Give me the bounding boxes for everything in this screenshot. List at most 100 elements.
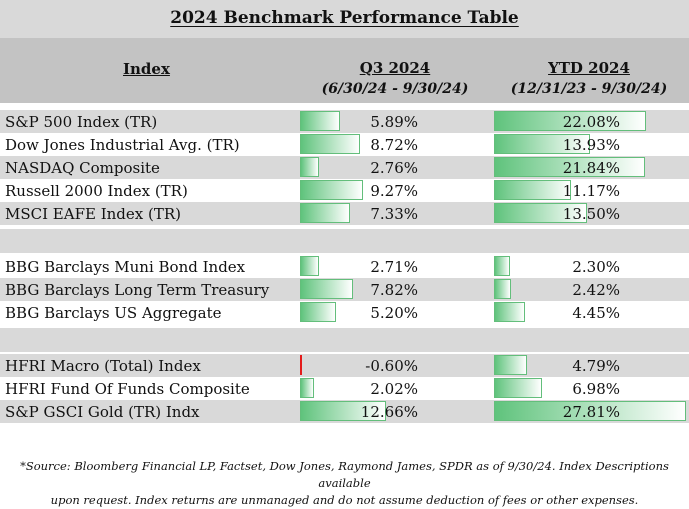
q3-value: 2.71%	[370, 258, 418, 276]
ytd-value: 21.84%	[562, 159, 620, 177]
footnote: *Source: Bloomberg Financial LP, Factset…	[0, 458, 689, 509]
q3-value: 2.76%	[370, 159, 418, 177]
table-row: HFRI Macro (Total) Index -0.60% 4.79%	[0, 354, 689, 377]
ytd-data-bar	[494, 134, 591, 154]
q3-cell: 2.76%	[300, 156, 490, 179]
index-name: MSCI EAFE Index (TR)	[5, 205, 182, 223]
header-ytd-period: (12/31/23 - 9/30/24)	[510, 81, 668, 97]
header-index: Index	[123, 60, 170, 78]
ytd-value: 4.79%	[572, 357, 620, 375]
ytd-cell: 22.08%	[494, 110, 686, 133]
index-name: Dow Jones Industrial Avg. (TR)	[5, 136, 240, 154]
ytd-value: 2.30%	[572, 258, 620, 276]
ytd-data-bar	[494, 157, 645, 177]
q3-cell: 2.71%	[300, 255, 490, 278]
table-row: S&P 500 Index (TR) 5.89% 22.08%	[0, 110, 689, 133]
q3-value: 2.02%	[370, 380, 418, 398]
ytd-value: 4.45%	[572, 304, 620, 322]
ytd-cell: 6.98%	[494, 377, 686, 400]
q3-value: 12.66%	[360, 403, 418, 421]
ytd-cell: 21.84%	[494, 156, 686, 179]
ytd-cell: 2.30%	[494, 255, 686, 278]
ytd-value: 11.17%	[562, 182, 620, 200]
ytd-data-bar	[494, 111, 647, 131]
q3-cell: 8.72%	[300, 133, 490, 156]
q3-data-bar	[300, 111, 341, 131]
ytd-value: 13.50%	[562, 205, 620, 223]
index-name: HFRI Fund Of Funds Composite	[5, 380, 250, 398]
q3-value: 7.82%	[370, 281, 418, 299]
title-row: 2024 Benchmark Performance Table	[0, 0, 689, 38]
header-ytd: YTD 2024	[548, 59, 630, 77]
page-title: 2024 Benchmark Performance Table	[170, 8, 519, 28]
q3-data-bar	[300, 256, 319, 276]
ytd-data-bar	[494, 203, 588, 223]
q3-data-bar	[300, 180, 364, 200]
q3-value: 9.27%	[370, 182, 418, 200]
q3-data-bar	[300, 378, 314, 398]
q3-value: 5.20%	[370, 304, 418, 322]
q3-cell: 5.20%	[300, 301, 490, 324]
q3-data-bar	[300, 203, 351, 223]
ytd-value: 2.42%	[572, 281, 620, 299]
ytd-data-bar	[494, 279, 511, 299]
footnote-line-2: upon request. Index returns are unmanage…	[50, 493, 639, 507]
q3-cell: -0.60%	[300, 354, 490, 377]
ytd-data-bar	[494, 180, 572, 200]
ytd-cell: 11.17%	[494, 179, 686, 202]
header-q3-period: (6/30/24 - 9/30/24)	[321, 81, 469, 97]
q3-cell: 7.82%	[300, 278, 490, 301]
q3-cell: 5.89%	[300, 110, 490, 133]
q3-cell: 12.66%	[300, 400, 490, 423]
q3-value: 5.89%	[370, 113, 418, 131]
table-row: S&P GSCI Gold (TR) Indx 12.66% 27.81%	[0, 400, 689, 423]
ytd-cell: 27.81%	[494, 400, 686, 423]
ytd-value: 6.98%	[572, 380, 620, 398]
q3-value: 7.33%	[370, 205, 418, 223]
index-name: BBG Barclays Muni Bond Index	[5, 258, 246, 276]
ytd-cell: 4.79%	[494, 354, 686, 377]
q3-data-bar	[300, 302, 336, 322]
table-row: BBG Barclays US Aggregate 5.20% 4.45%	[0, 301, 689, 324]
q3-data-bar	[300, 279, 354, 299]
q3-data-bar	[300, 157, 319, 177]
ytd-cell: 13.50%	[494, 202, 686, 225]
index-name: S&P 500 Index (TR)	[5, 113, 158, 131]
q3-cell: 7.33%	[300, 202, 490, 225]
q3-data-bar	[300, 134, 360, 154]
ytd-data-bar	[494, 302, 525, 322]
index-name: BBG Barclays US Aggregate	[5, 304, 222, 322]
table-row: NASDAQ Composite 2.76% 21.84%	[0, 156, 689, 179]
ytd-data-bar	[494, 401, 686, 421]
table-header: Index Q3 2024 (6/30/24 - 9/30/24) YTD 20…	[0, 38, 689, 103]
table-row: Dow Jones Industrial Avg. (TR) 8.72% 13.93…	[0, 133, 689, 156]
q3-cell: 2.02%	[300, 377, 490, 400]
index-name: BBG Barclays Long Term Treasury	[5, 281, 270, 299]
ytd-value: 22.08%	[562, 113, 620, 131]
ytd-data-bar	[494, 378, 543, 398]
index-name: S&P GSCI Gold (TR) Indx	[5, 403, 200, 421]
index-name: NASDAQ Composite	[5, 159, 160, 177]
ytd-value: 13.93%	[562, 136, 620, 154]
q3-cell: 9.27%	[300, 179, 490, 202]
index-name: HFRI Macro (Total) Index	[5, 357, 201, 375]
ytd-value: 27.81%	[562, 403, 620, 421]
table-row: BBG Barclays Long Term Treasury 7.82% 2.42…	[0, 278, 689, 301]
group-spacer	[0, 229, 689, 253]
table-row: HFRI Fund Of Funds Composite 2.02% 6.98%	[0, 377, 689, 400]
ytd-data-bar	[494, 355, 528, 375]
table-row: BBG Barclays Muni Bond Index 2.71% 2.30%	[0, 255, 689, 278]
header-q3: Q3 2024	[359, 59, 431, 77]
index-name: Russell 2000 Index (TR)	[5, 182, 188, 200]
ytd-cell: 2.42%	[494, 278, 686, 301]
q3-data-bar	[300, 401, 387, 421]
ytd-data-bar	[494, 256, 510, 276]
group-spacer	[0, 328, 689, 352]
table-row: Russell 2000 Index (TR) 9.27% 11.17%	[0, 179, 689, 202]
q3-value: -0.60%	[365, 357, 418, 375]
ytd-cell: 4.45%	[494, 301, 686, 324]
q3-value: 8.72%	[370, 136, 418, 154]
table-row: MSCI EAFE Index (TR) 7.33% 13.50%	[0, 202, 689, 225]
ytd-cell: 13.93%	[494, 133, 686, 156]
footnote-line-1: *Source: Bloomberg Financial LP, Factset…	[20, 459, 669, 490]
